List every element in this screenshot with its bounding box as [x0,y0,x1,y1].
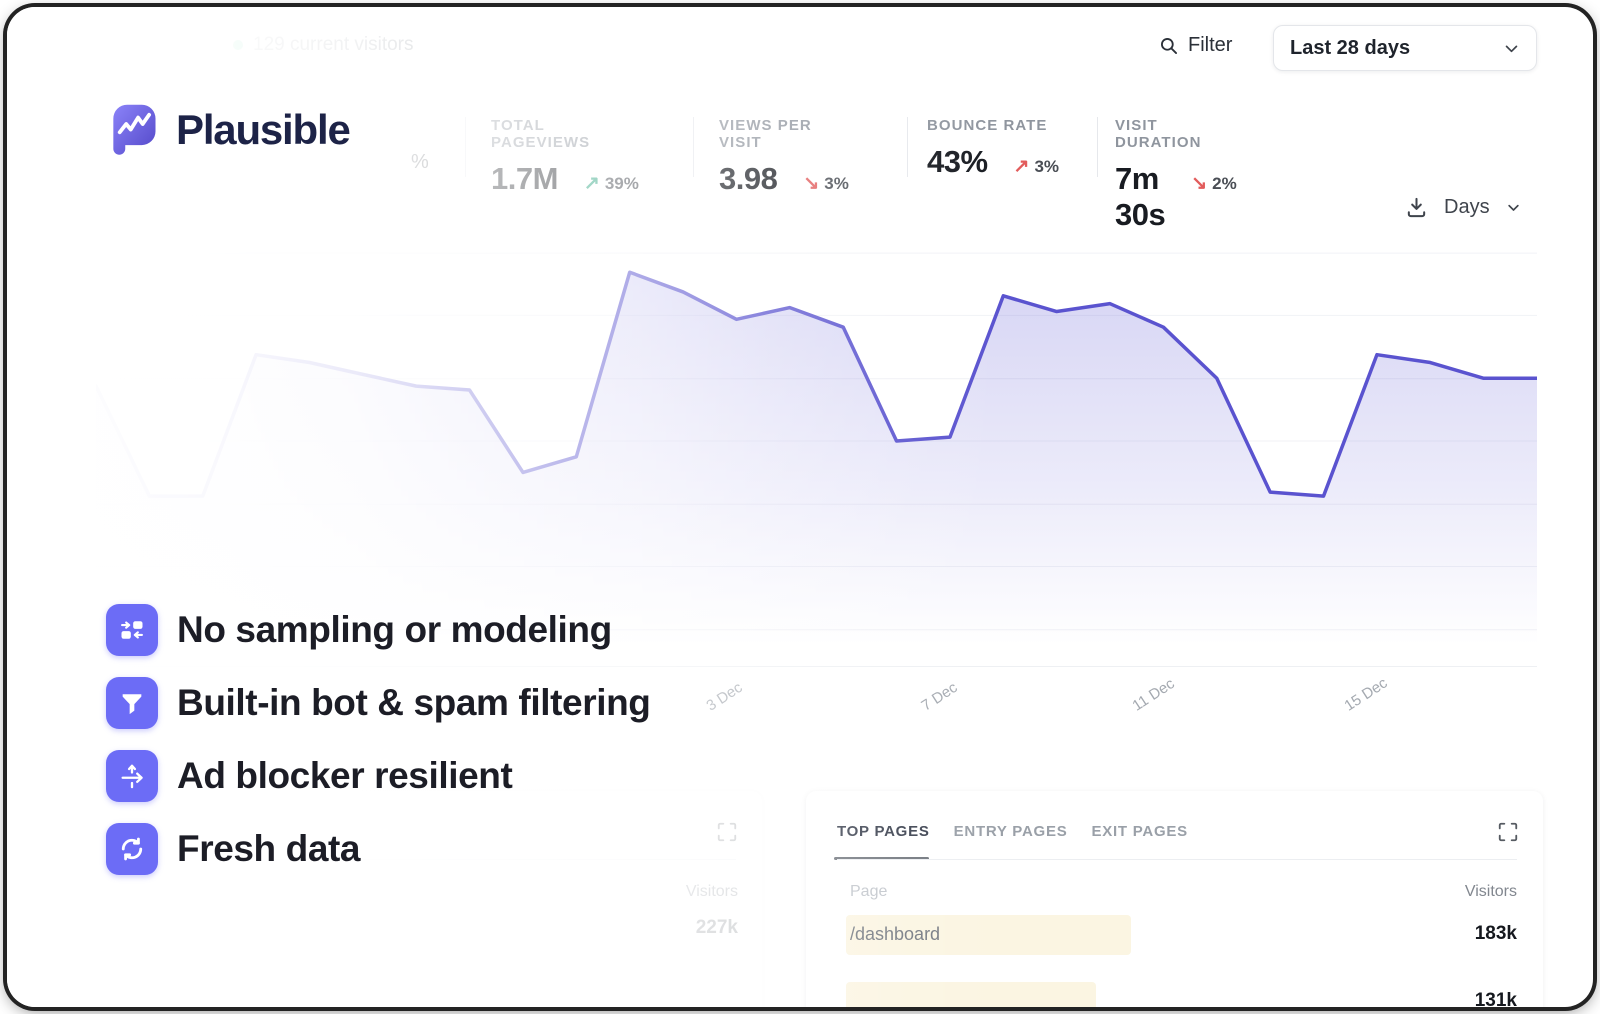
chart-toolbar: Days [1405,196,1521,219]
pages-card: TOP PAGES ENTRY PAGES EXIT PAGES Page Vi… [806,791,1543,1007]
stat-views-per-visit[interactable]: VIEWS PER VISIT 3.98 ↘ 3% [719,117,849,196]
table-row[interactable]: /dashboard 183k [846,915,1517,955]
visitors-chart[interactable] [96,241,1537,667]
tab-entry-pages[interactable]: ENTRY PAGES [953,823,1068,840]
current-visitors-label: 129 current visitors [253,34,414,55]
chevron-down-icon [1505,45,1518,52]
row-highlight-bar [846,982,1096,1007]
x-tick-label: 7 Dec [918,679,961,715]
stat-divider [1097,117,1098,177]
dashboard-content: 129 current visitors Filter Last 28 days… [7,7,1593,1007]
divider [127,859,736,860]
chart-area [96,272,1537,665]
x-tick-label: 15 Dec [1341,674,1391,715]
stat-divider [907,117,908,177]
trend-down-icon: ↘ [1191,173,1208,194]
table-row[interactable]: 131k [846,982,1517,1007]
interval-select[interactable]: Days [1444,196,1490,218]
tab-exit-pages[interactable]: EXIT PAGES [1091,823,1188,840]
pages-card-tabs: TOP PAGES ENTRY PAGES EXIT PAGES [837,823,1188,840]
download-icon[interactable] [1405,196,1428,219]
trend-up-icon: ↗ [1013,156,1030,177]
chart-x-axis: 3 Dec 7 Dec 11 Dec 15 Dec [96,674,1537,743]
stat-total-pageviews[interactable]: TOTAL PAGEVIEWS 1.7M ↗ 39% [491,117,639,196]
stat-visit-duration[interactable]: VISIT DURATION 7m 30s ↘ 2% [1115,117,1237,232]
filter-label: Filter [1188,34,1233,56]
stat-bounce-rate[interactable]: BOUNCE RATE 43% ↗ 3% [927,117,1060,179]
page-column-header: Page [850,883,888,900]
stat-divider [693,117,694,177]
x-tick-label: 11 Dec [1129,675,1178,715]
stat-divider [465,117,466,177]
trend-down-icon: ↘ [803,173,820,194]
chevron-down-icon [1507,204,1519,211]
tab-top-pages[interactable]: TOP PAGES [837,823,930,840]
x-tick-label: 3 Dec [703,679,746,715]
page-visitors: 183k [1474,923,1517,944]
dashboard-window: 129 current visitors Filter Last 28 days… [7,7,1593,1007]
current-visitors[interactable]: 129 current visitors [233,34,414,56]
table-header: Page Visitors [850,883,1517,901]
date-range-value: Last 28 days [1290,36,1411,59]
live-dot-icon [233,40,243,50]
expand-icon[interactable] [1497,821,1519,843]
expand-icon[interactable] [716,821,738,843]
visitors-value: 227k [695,917,738,938]
date-range-select[interactable]: Last 28 days [1273,25,1537,71]
filter-button[interactable]: Filter [1159,34,1232,57]
faded-percent-fragment: % [411,151,429,173]
sources-card-faded: Visitors 227k [96,791,762,1007]
visitors-column-header: Visitors [1464,883,1517,900]
page-visitors: 131k [1474,990,1517,1007]
page-name[interactable]: /dashboard [850,924,941,944]
divider [837,859,1517,860]
search-icon [1161,37,1177,54]
visitors-chart-svg [96,252,1537,665]
trend-up-icon: ↗ [583,173,600,194]
visitors-column-header: Visitors [685,883,738,900]
